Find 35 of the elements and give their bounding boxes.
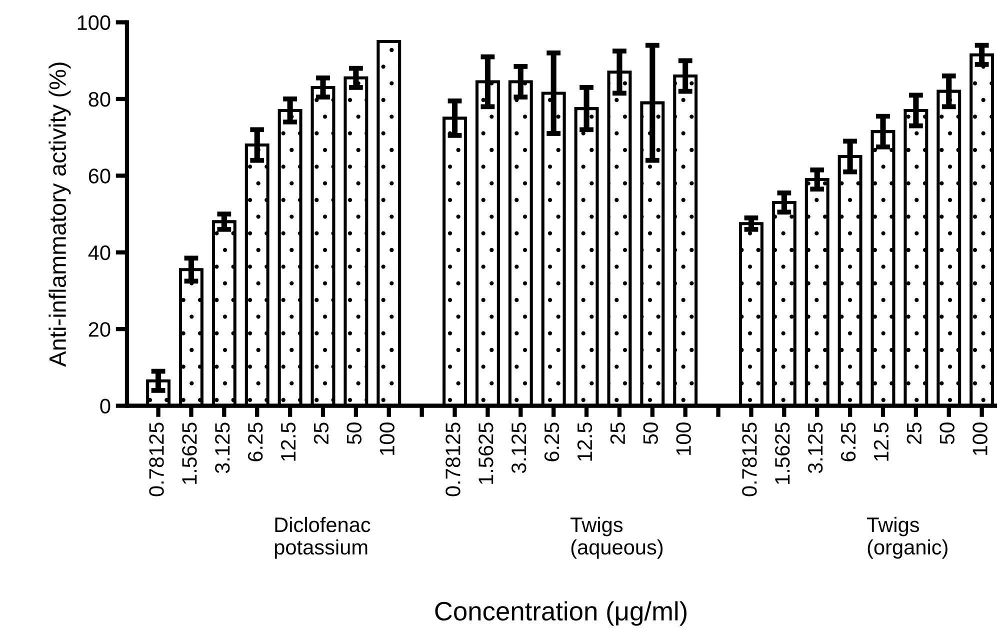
x-tick-label: 50 [643,422,658,444]
x-tick-label: 6.25 [248,422,263,462]
x-tick-label: 6.25 [544,422,560,462]
x-tick-label: 6.25 [840,422,856,462]
y-tick-label: 40 [88,245,110,260]
y-axis-title: Anti-inflammatory activity (%) [48,62,71,367]
y-tick-label: 20 [88,322,110,337]
x-tick-label: 12.5 [577,422,592,461]
x-tick-label: 3.125 [808,422,823,474]
x-tick-label: 100 [972,422,988,455]
x-tick-label: 50 [940,422,954,444]
text: Twigs (organic) [867,516,948,559]
x-tick-label: 25 [610,422,626,444]
x-tick-label: 3.125 [215,422,230,474]
x-tick-label: 25 [906,422,922,444]
x-tick-label: 0.78125 [446,422,460,496]
x-tick-label: 1.5625 [775,422,790,484]
y-tick-label: 60 [88,168,110,184]
x-tick-label: 1.5625 [182,422,197,484]
x-tick-label: 0.78125 [742,422,757,496]
text: Diclofenac potassium [274,516,370,559]
y-tick-label: 80 [88,92,110,107]
text: Twigs (aqueous) [570,516,663,559]
x-tick-label: 0.78125 [149,422,164,496]
x-tick-label: 1.5625 [478,422,494,484]
x-tick-label: 12.5 [874,422,889,461]
x-tick-label: 3.125 [511,422,526,474]
x-tick-label: 12.5 [280,422,296,461]
x-tick-label: 100 [676,422,691,455]
y-tick-label: 0 [100,398,110,414]
y-tick-label: 100 [78,15,110,30]
x-axis-title: Concentration (μg/ml) [435,601,686,626]
x-tick-label: 25 [314,422,329,444]
x-tick-label: 50 [346,422,362,444]
x-tick-label: 100 [380,422,394,455]
